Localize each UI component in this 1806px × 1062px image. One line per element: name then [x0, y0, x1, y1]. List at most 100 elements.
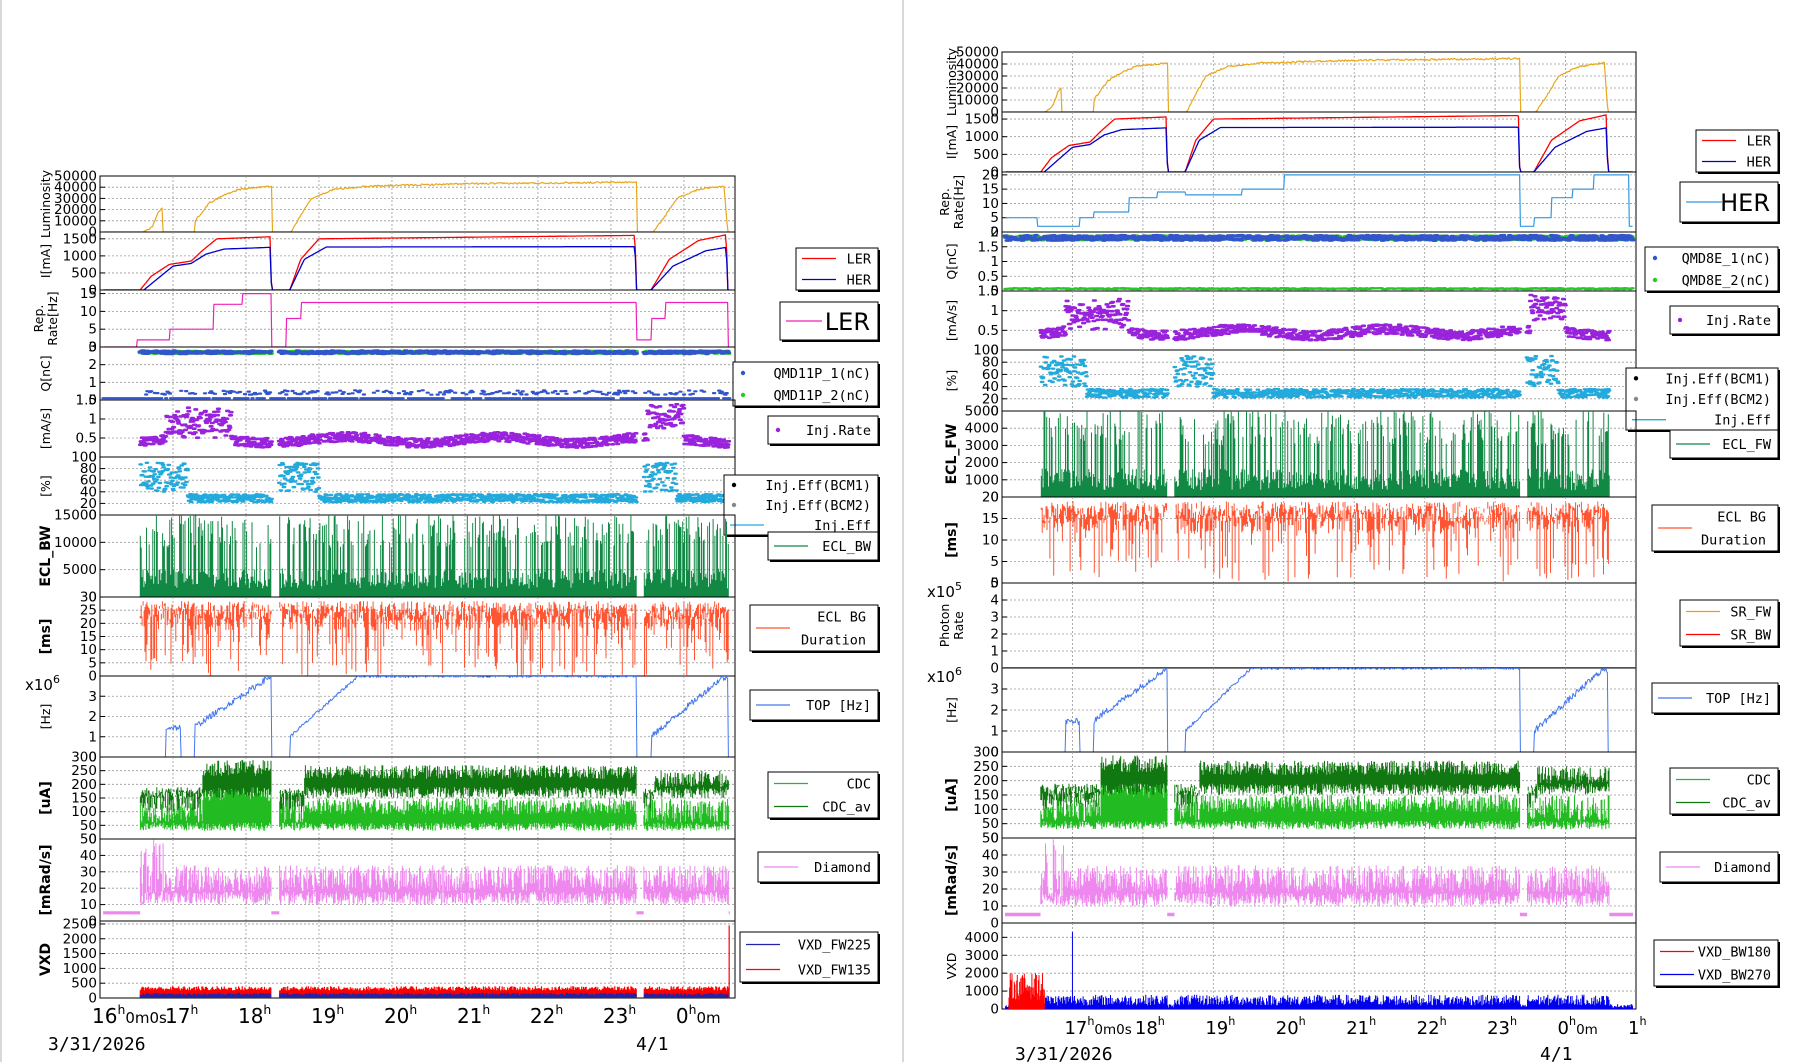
x-tick-label: 18h — [1135, 1015, 1165, 1039]
date-label: 3/31/2026 — [48, 1034, 146, 1055]
y-tick-label: 300 — [71, 750, 97, 766]
y-tick-label: 15 — [80, 286, 97, 302]
y-tick-label: 1 — [88, 412, 97, 428]
panel-data — [1005, 57, 1633, 112]
y-tick-label: 30000 — [54, 191, 97, 207]
legend: Inj.Rate — [1669, 305, 1780, 336]
diamond-spikes — [1005, 839, 1633, 917]
panel-data — [1040, 755, 1610, 830]
y-tick-label: 20 — [982, 490, 999, 506]
y-tick-label: 20 — [80, 881, 97, 897]
y-tick-label: 2 — [990, 627, 999, 643]
y-axis-label: ECL_BW — [38, 525, 54, 586]
legend: SR_FW SR_BW — [1679, 599, 1780, 648]
y-tick-label: 50 — [80, 832, 97, 848]
legend: Inj.Rate — [767, 415, 880, 446]
y-tick-label: 1500 — [63, 946, 97, 962]
panel-left-3: 15 10 5 0 Rep. Rate[Hz] LER — [31, 286, 880, 356]
y-tick-label: 10 — [80, 642, 97, 658]
panel-data — [103, 234, 730, 290]
legend: Inj.Eff(BCM1) Inj.Eff(BCM2) Inj.Eff — [723, 474, 880, 537]
vxd-fw225-spikes — [139, 992, 729, 998]
panel-data — [139, 925, 730, 998]
y-tick-label: 100 — [973, 343, 999, 359]
ecl-bg-duration-spikes — [139, 601, 729, 676]
y-tick-label: 1000 — [63, 961, 97, 977]
x-tick-label: 19h — [1205, 1015, 1235, 1039]
panel-data — [138, 403, 732, 449]
y-tick-label: 1.5 — [978, 284, 999, 300]
x-tick-label: 0h0m — [676, 1002, 721, 1028]
y-tick-label: 0 — [990, 1002, 999, 1018]
y-tick-label: 50000 — [956, 45, 999, 61]
y-tick-label: 5000 — [965, 404, 999, 420]
y-tick-label: 50000 — [54, 169, 97, 185]
y-tick-label: 500 — [71, 976, 97, 992]
qmd1-dots — [1002, 233, 1636, 242]
y-tick-label: 2 — [88, 357, 97, 373]
y-tick-label: 1 — [990, 254, 999, 270]
panel-left-4: 32 1 0 Q[nC] QMD11P_1(nC) QMD11P_2(nC) — [38, 340, 880, 409]
legend-label: QMD11P_2(nC) — [773, 388, 871, 404]
legend-label: Inj.Rate — [1706, 313, 1771, 329]
y-tick-label: 100 — [71, 450, 97, 466]
y-tick-label: 500 — [973, 147, 999, 163]
inj-rate-dots — [1038, 293, 1612, 342]
legend-label: Duration — [801, 633, 866, 649]
y-tick-label: 40 — [982, 379, 999, 395]
y-tick-label: 15000 — [54, 508, 97, 524]
legend-label: CDC — [847, 777, 871, 793]
y-tick-label: 60 — [982, 367, 999, 383]
y-tick-label: 30000 — [956, 69, 999, 85]
y-tick-label: 2 — [88, 709, 97, 725]
y-tick-label: 1000 — [965, 129, 999, 145]
legend: CDC CDC_av — [767, 771, 880, 820]
y-axis-label: I[mA] — [38, 244, 53, 278]
y-tick-label: 4000 — [965, 930, 999, 946]
y-tick-label: 2 — [990, 703, 999, 719]
ler-current-line — [103, 234, 730, 290]
panel-data — [1005, 668, 1633, 752]
diamond-spikes — [103, 839, 730, 915]
y-axis-label: [uA] — [944, 778, 960, 812]
y-tick-label: 0 — [88, 750, 97, 766]
legend-label: CDC — [1747, 773, 1771, 789]
x-tick-label: 0h0m — [1558, 1015, 1598, 1039]
y-tick-label: 3 — [990, 610, 999, 626]
y-tick-label: 10 — [80, 304, 97, 320]
y-tick-label: 1000 — [965, 984, 999, 1000]
inj-eff-dots — [138, 461, 731, 504]
legend: VXD_FW225 VXD_FW135 — [739, 931, 880, 984]
y-tick-label: 5 — [990, 554, 999, 570]
date-label: 3/31/2026 — [1015, 1044, 1113, 1062]
y-tick-label: 1.5 — [978, 239, 999, 255]
legend-label: QMD11P_1(nC) — [773, 366, 871, 382]
y-tick-label: 1500 — [965, 112, 999, 128]
legend: Inj.Eff(BCM1) Inj.Eff(BCM2) Inj.Eff — [1625, 367, 1780, 432]
y-tick-label: 15 — [982, 182, 999, 198]
y-tick-label: 0 — [990, 576, 999, 592]
y-tick-label: 150 — [71, 791, 97, 807]
date-label: 4/1 — [1540, 1044, 1573, 1062]
y-tick-label: 5 — [990, 576, 999, 592]
y-tick-label: 0 — [88, 669, 97, 685]
y-tick-label: 10 — [80, 897, 97, 913]
x-tick-label: 17h — [165, 1002, 198, 1028]
legend: ECL BG Duration — [749, 604, 880, 653]
y-tick-label: 0 — [88, 340, 97, 356]
panel-data — [1038, 293, 1612, 342]
legend-label: SR_FW — [1730, 605, 1772, 621]
y-tick-label: 20 — [982, 882, 999, 898]
legend: TOP [Hz] — [749, 689, 880, 722]
legend-label: Inj.Eff — [814, 518, 871, 534]
y-tick-label: 5 — [88, 322, 97, 338]
legend-label: VXD_BW270 — [1698, 968, 1771, 984]
panel-data — [1005, 931, 1633, 1009]
